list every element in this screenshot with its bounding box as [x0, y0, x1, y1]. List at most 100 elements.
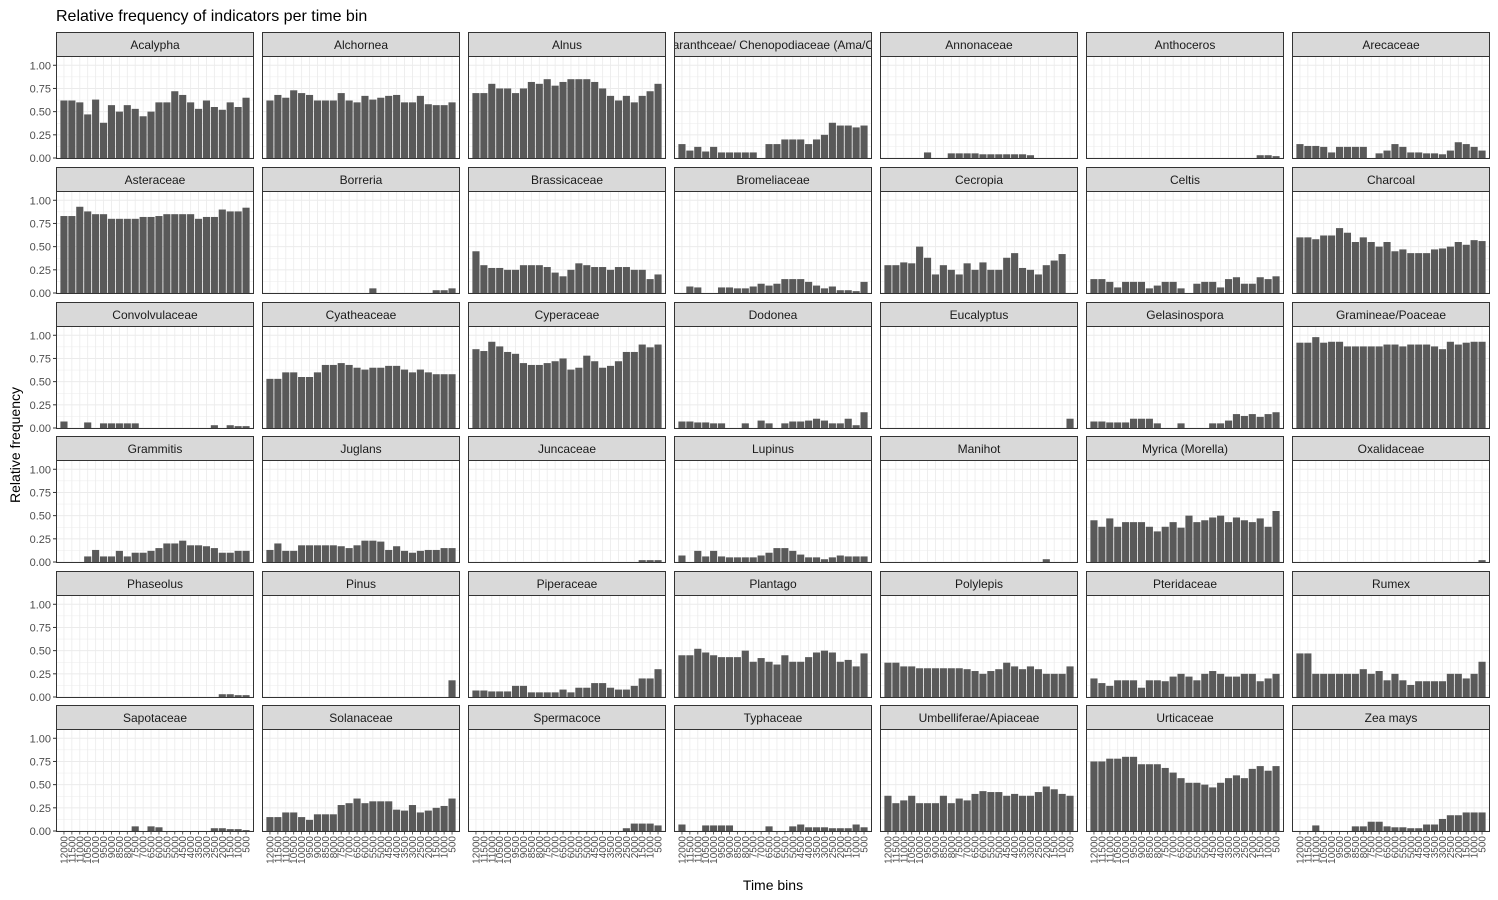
x-tick-label: 6500 — [971, 836, 982, 859]
bar — [947, 668, 955, 697]
plot-panel — [880, 56, 1078, 159]
x-tick-label: 10000 — [1121, 836, 1132, 864]
bar — [218, 109, 226, 158]
bar — [789, 550, 797, 562]
x-tick-label: 2000 — [424, 836, 435, 859]
x-tick-label: 8000 — [947, 836, 958, 859]
bar — [496, 88, 504, 158]
x-tick-label: 1000 — [646, 836, 657, 859]
facet-panel: Dodonea — [674, 302, 872, 429]
bar — [805, 420, 813, 428]
bar — [1264, 279, 1272, 293]
bar — [725, 557, 734, 562]
bar — [567, 692, 575, 697]
facet-panel: Cyatheaceae — [262, 302, 460, 429]
x-tick-label: 1500 — [226, 836, 237, 859]
x-tick-label: 11500 — [479, 836, 490, 864]
bar — [147, 111, 155, 158]
x-tick-label: 1000 — [234, 836, 245, 859]
bar — [1122, 522, 1130, 562]
bar — [710, 550, 718, 562]
bar — [400, 550, 409, 562]
bar — [852, 556, 860, 562]
bar — [274, 94, 282, 158]
bar — [504, 691, 512, 697]
panel-border — [1292, 56, 1490, 159]
bar — [717, 152, 726, 158]
bar — [1343, 673, 1352, 697]
x-tick-label: 4500 — [796, 836, 807, 859]
bar — [218, 694, 226, 697]
bar — [313, 372, 322, 428]
x-tick-label: 11500 — [67, 836, 78, 864]
facet-strip-label: Typhaceae — [744, 711, 803, 725]
bar — [1335, 228, 1344, 293]
bar — [1177, 423, 1185, 428]
bar — [591, 361, 599, 428]
bar — [369, 99, 377, 158]
bar — [1185, 676, 1193, 697]
bar — [820, 559, 829, 562]
x-tick-label: 3500 — [1018, 836, 1029, 859]
bar — [155, 102, 163, 158]
bar — [971, 153, 979, 158]
y-tick-label: 0.25 — [30, 265, 51, 277]
facet-panel: Spermacoce 120001150011000105001000095009… — [468, 705, 666, 864]
facet-panel: Pinus — [262, 571, 460, 698]
x-tick-label: 6500 — [559, 836, 570, 859]
bar — [1137, 687, 1146, 697]
bar — [496, 346, 504, 428]
bar — [630, 351, 638, 428]
bar — [654, 274, 662, 293]
bar — [1161, 681, 1169, 697]
bar — [852, 291, 860, 293]
facet-strip-label: Brassicaceae — [531, 173, 603, 187]
bar — [694, 146, 702, 158]
facet-strip — [880, 705, 1078, 730]
bar — [218, 552, 226, 562]
x-tick-label: 4500 — [384, 836, 395, 859]
bar — [329, 545, 337, 562]
bar — [1042, 673, 1050, 697]
facet-strip-label: Bromeliaceae — [736, 173, 810, 187]
y-tick-label: 0.00 — [30, 153, 51, 165]
panel-border — [674, 460, 872, 563]
bar — [1106, 281, 1114, 293]
bar — [1256, 277, 1264, 293]
bar — [1256, 155, 1264, 158]
facet-panel: Phaseolus 0.00 0.25 0.50 0.75 1.00 — [30, 571, 254, 704]
facet-strip-label: Spermacoce — [533, 711, 601, 725]
bar — [393, 365, 401, 428]
bar — [717, 287, 726, 293]
bar — [1256, 518, 1264, 562]
bar — [812, 557, 821, 562]
bar — [115, 111, 123, 158]
bar — [1090, 678, 1098, 697]
x-tick-label: 7000 — [139, 836, 150, 859]
bar — [781, 655, 789, 697]
bar — [107, 423, 116, 428]
bar — [836, 661, 844, 697]
bar — [1217, 515, 1225, 562]
bar — [1232, 517, 1241, 562]
bar — [345, 803, 353, 831]
bar — [654, 83, 662, 158]
panel-border — [880, 460, 1078, 563]
bar — [448, 798, 456, 831]
x-tick-label: 8500 — [321, 836, 332, 859]
bar — [765, 552, 773, 562]
bar — [282, 372, 290, 428]
bar — [694, 287, 702, 293]
bar — [535, 265, 543, 293]
bar — [686, 421, 694, 428]
bar — [741, 423, 749, 428]
bar — [622, 95, 630, 158]
bar — [274, 817, 282, 831]
bar — [1256, 416, 1264, 428]
bar — [210, 828, 218, 831]
bar — [812, 827, 821, 831]
bar — [527, 81, 535, 158]
bar — [60, 421, 68, 428]
bar — [1470, 812, 1478, 831]
bar — [765, 144, 773, 158]
